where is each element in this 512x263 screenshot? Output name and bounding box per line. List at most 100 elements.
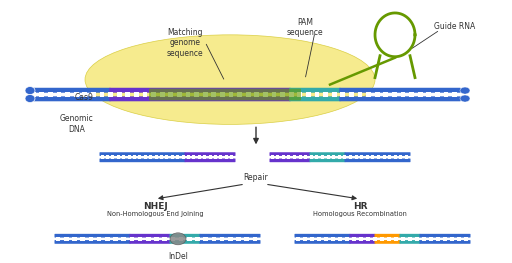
- FancyBboxPatch shape: [419, 240, 471, 244]
- Text: Cas9: Cas9: [75, 93, 94, 102]
- Text: HR: HR: [353, 202, 367, 211]
- Bar: [160, 155, 163, 159]
- Bar: [220, 237, 224, 241]
- Bar: [236, 237, 241, 241]
- Bar: [39, 92, 44, 97]
- Ellipse shape: [460, 87, 470, 94]
- Bar: [426, 92, 431, 97]
- Bar: [435, 92, 440, 97]
- Bar: [359, 237, 362, 241]
- Bar: [349, 155, 352, 159]
- Bar: [297, 92, 302, 97]
- FancyBboxPatch shape: [350, 234, 375, 237]
- FancyBboxPatch shape: [109, 96, 291, 101]
- Bar: [198, 155, 201, 159]
- Bar: [324, 237, 328, 241]
- Bar: [187, 155, 190, 159]
- Bar: [344, 155, 347, 159]
- Bar: [252, 237, 257, 241]
- Bar: [106, 155, 109, 159]
- Bar: [203, 92, 207, 97]
- Bar: [276, 155, 279, 159]
- Bar: [57, 92, 61, 97]
- Text: PAM
sequence: PAM sequence: [287, 18, 323, 37]
- Bar: [203, 155, 206, 159]
- Bar: [208, 155, 211, 159]
- Bar: [160, 92, 164, 97]
- Bar: [323, 92, 328, 97]
- Bar: [105, 237, 110, 241]
- Bar: [436, 237, 439, 241]
- Bar: [168, 92, 173, 97]
- Bar: [203, 237, 208, 241]
- Ellipse shape: [460, 95, 470, 102]
- Bar: [289, 92, 293, 97]
- Bar: [282, 155, 285, 159]
- Text: Matching
genome
sequence: Matching genome sequence: [167, 28, 203, 58]
- Bar: [193, 155, 195, 159]
- Bar: [170, 237, 175, 241]
- FancyBboxPatch shape: [374, 240, 400, 244]
- FancyBboxPatch shape: [54, 240, 131, 244]
- Bar: [399, 155, 402, 159]
- Bar: [97, 237, 101, 241]
- Bar: [452, 92, 457, 97]
- Bar: [443, 237, 446, 241]
- Bar: [303, 237, 307, 241]
- Text: Homologous Recombination: Homologous Recombination: [313, 211, 407, 217]
- Bar: [377, 155, 380, 159]
- FancyBboxPatch shape: [339, 88, 461, 93]
- Bar: [133, 155, 136, 159]
- Text: Repair: Repair: [244, 173, 268, 182]
- Bar: [219, 155, 222, 159]
- Bar: [327, 155, 330, 159]
- Text: NHEJ: NHEJ: [143, 202, 167, 211]
- Bar: [113, 237, 118, 241]
- FancyBboxPatch shape: [309, 152, 346, 156]
- Bar: [254, 92, 259, 97]
- Bar: [220, 92, 225, 97]
- Bar: [408, 237, 412, 241]
- Bar: [125, 92, 130, 97]
- Bar: [280, 92, 285, 97]
- FancyBboxPatch shape: [149, 89, 301, 100]
- Bar: [179, 237, 183, 241]
- FancyBboxPatch shape: [309, 159, 346, 162]
- Bar: [100, 155, 103, 159]
- Bar: [394, 155, 397, 159]
- Bar: [130, 237, 134, 241]
- Ellipse shape: [85, 35, 375, 124]
- FancyBboxPatch shape: [269, 159, 310, 162]
- Bar: [429, 237, 433, 241]
- Bar: [80, 237, 85, 241]
- Text: Non-Homologous End Joining: Non-Homologous End Joining: [106, 211, 203, 217]
- Bar: [304, 155, 307, 159]
- Bar: [338, 155, 341, 159]
- Bar: [340, 92, 345, 97]
- FancyBboxPatch shape: [269, 152, 310, 156]
- Bar: [332, 155, 335, 159]
- Bar: [230, 155, 233, 159]
- Bar: [310, 155, 313, 159]
- FancyBboxPatch shape: [130, 240, 170, 244]
- Bar: [418, 92, 422, 97]
- Bar: [272, 92, 276, 97]
- Bar: [310, 237, 313, 241]
- FancyBboxPatch shape: [294, 240, 351, 244]
- Bar: [263, 92, 268, 97]
- Bar: [31, 92, 36, 97]
- Bar: [246, 92, 250, 97]
- Bar: [375, 92, 379, 97]
- FancyBboxPatch shape: [289, 96, 341, 101]
- Bar: [371, 155, 374, 159]
- FancyBboxPatch shape: [345, 159, 411, 162]
- Bar: [170, 155, 174, 159]
- Bar: [464, 237, 467, 241]
- FancyBboxPatch shape: [130, 234, 170, 237]
- Bar: [154, 237, 159, 241]
- FancyBboxPatch shape: [54, 234, 131, 237]
- Text: Guide RNA: Guide RNA: [434, 22, 476, 31]
- Bar: [111, 155, 114, 159]
- FancyBboxPatch shape: [374, 234, 400, 237]
- Ellipse shape: [25, 94, 35, 103]
